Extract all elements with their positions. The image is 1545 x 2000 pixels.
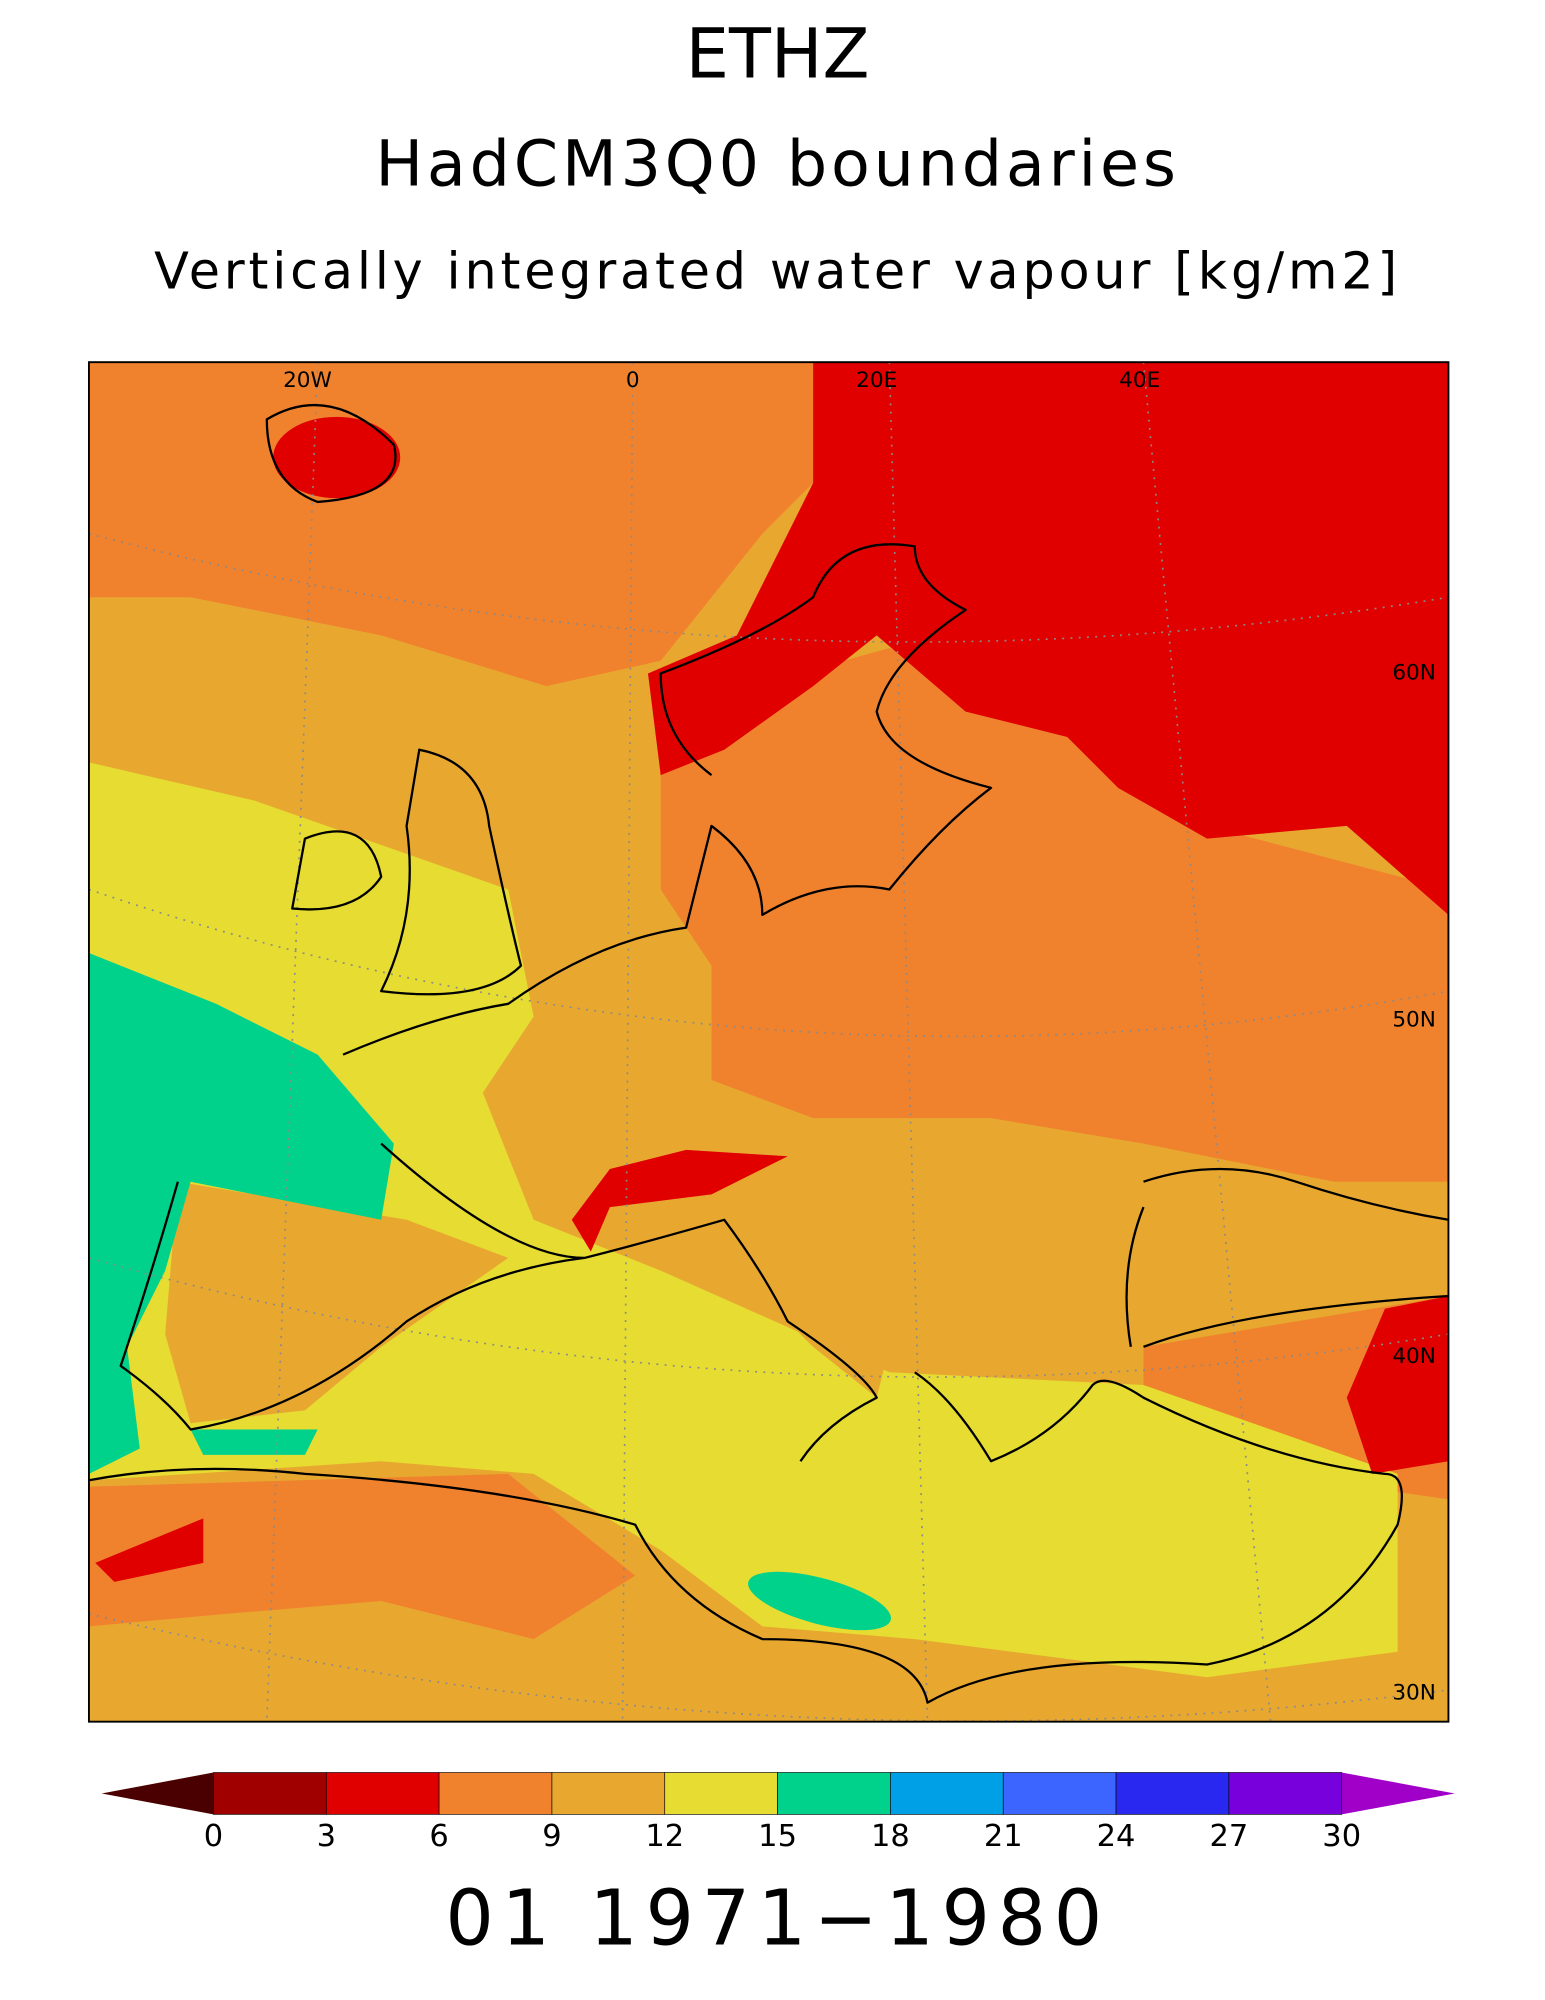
colorbar-tick-label: 30 [1322,1819,1361,1854]
colorbar-box [1228,1772,1343,1815]
colorbar-under [101,1772,214,1815]
colorbar-tick-label: 0 [204,1819,223,1854]
field-region [88,1473,636,1640]
field-region [88,762,1398,1678]
coastline [88,403,1449,1704]
grid-label: 50N [1392,1007,1436,1032]
colorbar-tick-label: 18 [871,1819,910,1854]
colorbar-box [213,1772,327,1815]
field-region [724,1219,890,1398]
field-region [660,648,1449,1182]
colorbar-tick-label: 12 [645,1819,684,1854]
field-region [571,1149,788,1252]
colorbar-box [1115,1772,1230,1815]
colorbar-box [325,1772,440,1815]
field-region [647,362,1449,915]
map-frame [87,361,1450,1723]
colorbar-over [1341,1772,1455,1815]
subtitle: HadCM3Q0 boundaries [375,126,1179,200]
field-region [88,952,394,1474]
grid-label: 40E [1119,368,1160,393]
grid-line [88,362,1449,1722]
colorbar-tick-label: 24 [1097,1819,1136,1854]
colorbar-box [1002,1772,1117,1815]
grid-label: 0 [626,368,640,393]
field-region [273,416,401,499]
variable-label: Vertically integrated water vapour [kg/m… [154,242,1401,301]
colorbar-box [777,1772,891,1815]
colorbar-tick-label: 6 [429,1819,448,1854]
grid-labels: 20W 0 20E 40E 60N 50N 40N 30N [283,368,1436,1705]
colorbar: 0 3 6 9 12 15 18 21 24 27 30 [101,1772,1455,1854]
field-region [748,1571,891,1631]
colorbar-box [551,1772,666,1815]
field-region [95,1518,204,1582]
title: ETHZ [686,15,870,95]
field-region [1346,1296,1449,1474]
grid-label: 40N [1392,1344,1436,1369]
colorbar-box [664,1772,778,1815]
grid-label: 20E [856,368,897,393]
colorbar-box [438,1772,553,1815]
field-region [190,1429,318,1455]
colorbar-tick-label: 9 [542,1819,561,1854]
colorbar-tick-label: 15 [758,1819,797,1854]
field-region [165,1181,509,1424]
colorbar-tick-label: 21 [984,1819,1023,1854]
grid-label: 60N [1392,660,1436,685]
map-field [88,362,1449,1722]
footer: 01 1971−1980 [445,1874,1110,1963]
grid-label: 20W [283,368,332,393]
colorbar-box [890,1772,1004,1815]
colorbar-tick-label: 27 [1209,1819,1248,1854]
grid-label: 30N [1392,1681,1436,1706]
colorbar-tick-label: 3 [317,1819,336,1854]
